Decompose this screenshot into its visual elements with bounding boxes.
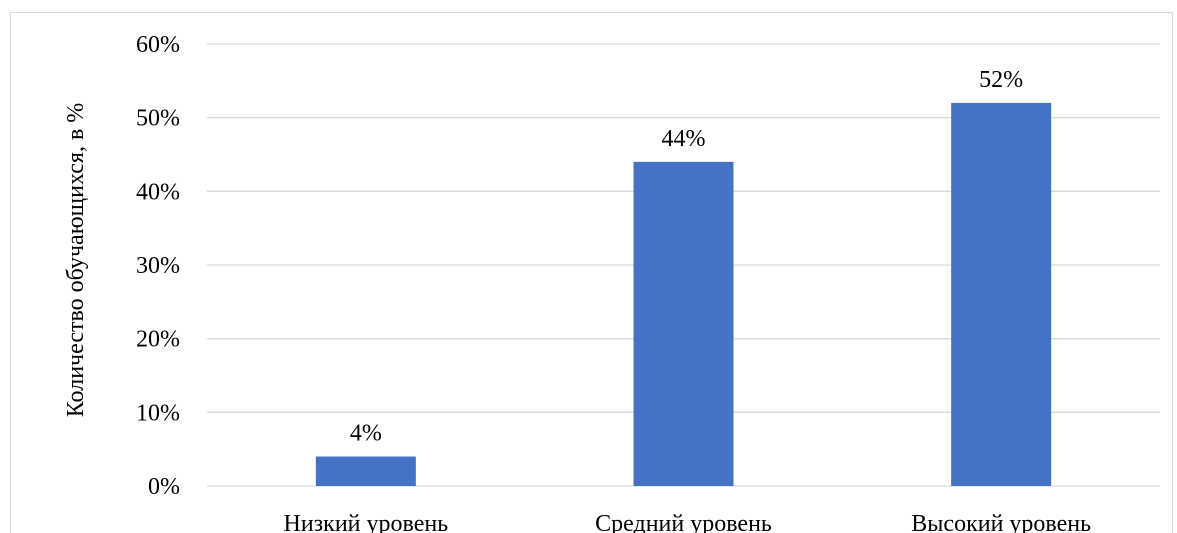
y-tick-label: 10% — [136, 400, 180, 426]
y-tick-label: 40% — [136, 179, 180, 205]
x-category-label: Высокий уровень — [911, 511, 1091, 533]
data-label: 44% — [662, 126, 706, 152]
y-tick-label: 20% — [136, 327, 180, 353]
x-category-labels: Низкий уровень Средний уровень Высокий уро… — [284, 511, 1092, 533]
data-label: 4% — [350, 421, 382, 447]
bar — [316, 457, 416, 486]
y-tick-label: 30% — [136, 253, 180, 279]
y-axis-title: Количество обучающихся, в % — [63, 103, 89, 418]
bar — [951, 103, 1051, 486]
y-tick-label: 0% — [148, 474, 180, 500]
y-tick-label: 60% — [136, 32, 180, 58]
y-tick-labels: 0% 10% 20% 30% 40% 50% 60% — [136, 32, 180, 500]
x-category-label: Средний уровень — [595, 511, 772, 533]
y-tick-label: 50% — [136, 106, 180, 132]
x-category-label: Низкий уровень — [284, 511, 449, 533]
data-label: 52% — [979, 67, 1023, 93]
bars — [316, 103, 1051, 486]
bar — [634, 162, 734, 486]
